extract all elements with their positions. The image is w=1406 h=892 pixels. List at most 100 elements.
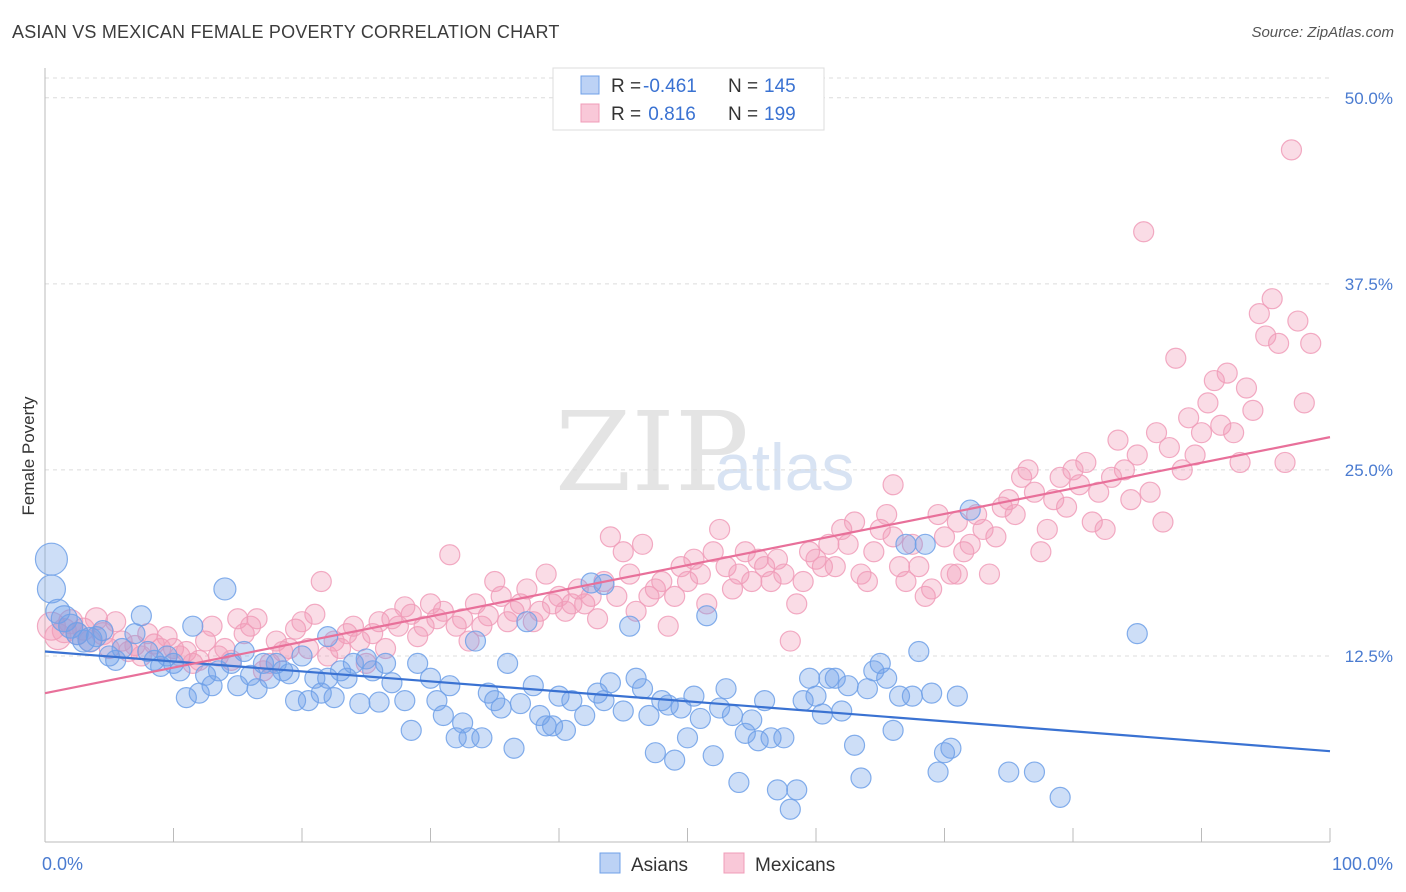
mexicans-point-130 xyxy=(876,503,898,526)
mexicans-point-75 xyxy=(522,611,544,633)
mexicans-point-187 xyxy=(1242,399,1264,421)
asians-point-51 xyxy=(368,691,390,713)
mexicans-point-107 xyxy=(728,563,750,585)
mexicans-point-131 xyxy=(882,526,904,548)
mexicans-point-41 xyxy=(304,603,326,625)
legend-swatch-asians xyxy=(580,75,600,95)
asians-point-0 xyxy=(34,542,69,576)
mexicans-point-101 xyxy=(689,563,711,585)
asians-point-56 xyxy=(419,667,442,689)
mexicans-point-18 xyxy=(156,625,178,648)
mexicans-point-198 xyxy=(882,474,904,496)
asians-point-125 xyxy=(876,667,898,689)
asians-trend-line xyxy=(44,650,1331,753)
x-tick-label-max: 100.0% xyxy=(1332,854,1393,874)
mexicans-point-140 xyxy=(940,563,962,585)
watermark-zip: ZIP xyxy=(555,388,749,516)
asians-point-21 xyxy=(175,687,197,709)
mexicans-point-171 xyxy=(1139,481,1161,503)
mexicans-point-42 xyxy=(310,570,332,593)
asians-point-78 xyxy=(561,689,583,712)
asians-point-54 xyxy=(400,719,422,741)
mexicans-point-174 xyxy=(1158,436,1180,459)
mexicans-point-157 xyxy=(1049,466,1071,488)
mexicans-point-95 xyxy=(651,570,673,593)
bottom-legend: Asians Mexicans xyxy=(599,852,835,876)
asians-point-103 xyxy=(734,722,756,744)
legend-r-label-asians: R = xyxy=(611,76,641,97)
asians-point-69 xyxy=(503,737,525,759)
mexicans-point-154 xyxy=(1030,541,1052,563)
series-mexicans xyxy=(36,139,1322,682)
asians-point-126 xyxy=(882,719,904,741)
legend-n-value-mexicans: 199 xyxy=(764,104,796,125)
mexicans-point-194 xyxy=(1287,310,1309,332)
asians-point-130 xyxy=(908,640,930,663)
asians-point-38 xyxy=(284,689,307,712)
trend-lines xyxy=(44,436,1331,753)
mexicans-point-64 xyxy=(452,608,474,630)
asians-point-142 xyxy=(593,573,615,596)
y-axis-label: Female Poverty xyxy=(19,396,38,516)
asians-point-135 xyxy=(940,737,962,759)
mexicans-point-104 xyxy=(709,518,731,541)
asians-point-44 xyxy=(323,687,345,709)
mexicans-point-145 xyxy=(972,518,994,541)
chart-source: Source: ZipAtlas.com xyxy=(1251,24,1394,41)
legend-r-value-mexicans: 0.816 xyxy=(643,104,696,125)
mexicans-point-153 xyxy=(1023,481,1046,503)
mexicans-point-186 xyxy=(1235,377,1258,399)
asians-point-72 xyxy=(522,675,544,697)
asians-point-100 xyxy=(715,678,737,700)
mexicans-point-52 xyxy=(374,637,397,660)
mexicans-point-192 xyxy=(1274,451,1296,474)
mexicans-point-103 xyxy=(702,541,724,563)
mexicans-point-175 xyxy=(1165,347,1187,369)
mexicans-point-102 xyxy=(696,593,718,615)
asians-point-58 xyxy=(432,704,454,727)
asians-point-37 xyxy=(278,663,300,685)
bottom-legend-swatch-asians xyxy=(599,852,621,874)
x-ticks xyxy=(44,828,1331,842)
mexicans-point-162 xyxy=(1081,511,1103,533)
asians-point-40 xyxy=(297,689,320,712)
asians-point-89 xyxy=(644,742,666,764)
mexicans-point-172 xyxy=(1145,422,1168,444)
watermark-atlas: atlas xyxy=(715,430,854,504)
y-tick-label-2: 37.5% xyxy=(1345,275,1393,294)
asians-point-129 xyxy=(901,685,923,707)
mexicans-point-139 xyxy=(933,526,956,548)
mexicans-point-180 xyxy=(1197,392,1219,414)
bottom-legend-swatch-mexicans xyxy=(723,852,745,874)
asians-point-14 xyxy=(130,605,152,627)
legend-n-label-mexicans: N = xyxy=(728,104,758,125)
mexicans-point-146 xyxy=(978,563,1001,585)
asians-point-133 xyxy=(927,761,949,783)
asians-point-1 xyxy=(36,574,67,604)
asians-point-71 xyxy=(516,611,538,633)
mexicans-point-120 xyxy=(811,556,834,578)
asians-point-121 xyxy=(850,767,872,789)
asians-point-67 xyxy=(490,697,512,719)
asians-point-64 xyxy=(471,727,493,749)
legend-n-value-asians: 145 xyxy=(764,76,796,97)
asians-point-83 xyxy=(599,672,622,694)
mexicans-point-191 xyxy=(1267,332,1290,354)
asians-point-86 xyxy=(625,667,647,689)
asians-point-122 xyxy=(856,678,879,700)
mexicans-point-135 xyxy=(908,556,930,578)
asians-point-88 xyxy=(638,704,660,727)
mexicans-point-99 xyxy=(676,570,699,593)
asians-point-59 xyxy=(439,675,461,697)
asians-point-48 xyxy=(349,692,371,715)
mexicans-point-182 xyxy=(1210,414,1232,436)
mexicans-point-87 xyxy=(599,526,622,548)
y-tick-label-3: 50.0% xyxy=(1345,89,1393,108)
asians-point-68 xyxy=(497,652,519,674)
mexicans-point-92 xyxy=(631,533,654,555)
mexicans-point-109 xyxy=(741,570,763,593)
legend-r-value-asians: -0.461 xyxy=(643,76,697,97)
asians-point-106 xyxy=(753,689,776,712)
mexicans-point-124 xyxy=(837,533,859,555)
asians-point-105 xyxy=(747,730,769,752)
